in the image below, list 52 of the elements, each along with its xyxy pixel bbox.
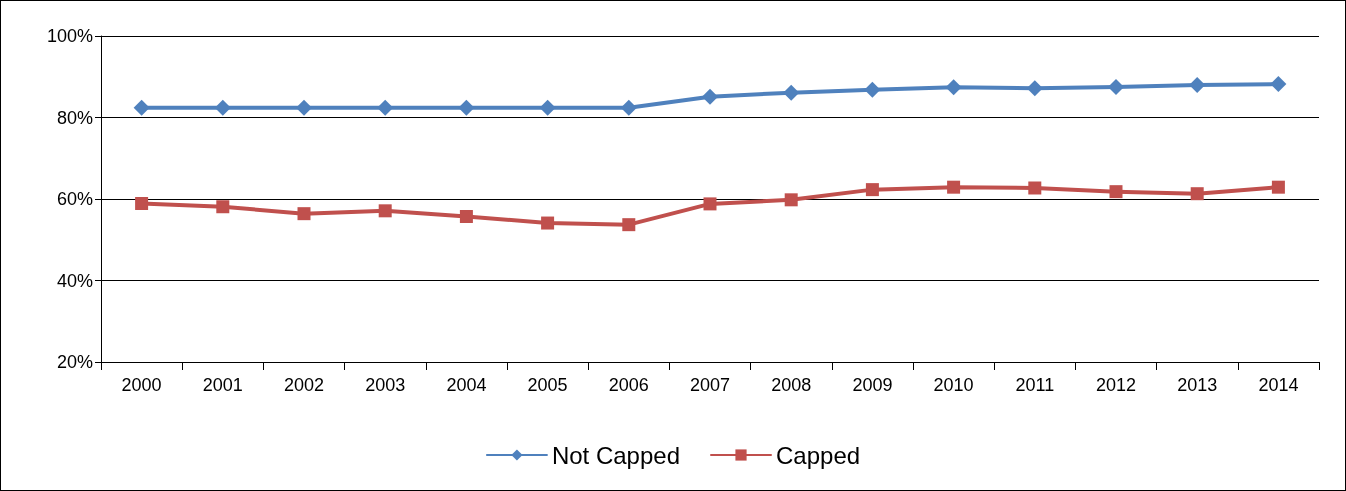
x-tick-label: 2001 (202, 375, 243, 395)
point (541, 216, 555, 230)
x-tick-label: 2009 (852, 375, 893, 395)
x-tick-label: 2006 (608, 375, 649, 395)
point (539, 99, 556, 116)
point (1109, 185, 1123, 199)
x-tick-label: 2004 (446, 375, 487, 395)
x-tick-label: 2012 (1095, 375, 1137, 395)
point (945, 79, 962, 96)
point (703, 197, 717, 211)
legend-label: Capped (776, 441, 861, 469)
point (214, 99, 231, 116)
point (133, 99, 150, 116)
point (865, 183, 879, 197)
x-tick-label: 2007 (689, 375, 731, 395)
point (296, 99, 312, 116)
point (135, 196, 149, 210)
point (1026, 80, 1043, 97)
x-tick-label: 2008 (771, 375, 812, 395)
point (947, 180, 961, 194)
y-tick-label: 80% (56, 107, 93, 128)
point (377, 99, 394, 116)
point (1028, 181, 1042, 195)
point (1189, 76, 1206, 93)
point (784, 193, 798, 207)
point (783, 84, 800, 101)
y-tick-label: 60% (56, 189, 93, 209)
x-tick-label: 2014 (1258, 375, 1299, 395)
y-tick-label: 100% (46, 26, 93, 46)
point (622, 218, 636, 232)
x-tick-label: 2000 (121, 375, 162, 395)
x-tick-label: 2003 (365, 375, 406, 395)
point (1271, 180, 1285, 194)
x-tick-label: 2011 (1015, 375, 1055, 395)
point (1270, 76, 1287, 93)
point (864, 81, 881, 98)
point (378, 204, 392, 218)
point (458, 99, 475, 116)
x-tick-label: 2005 (527, 375, 568, 395)
point (620, 99, 637, 116)
legend-label: Not Capped (551, 441, 681, 469)
point (1108, 78, 1124, 95)
point (1190, 187, 1204, 201)
point (702, 88, 718, 105)
y-tick-label: 20% (56, 352, 93, 372)
point (216, 200, 230, 214)
x-tick-label: 2010 (933, 375, 974, 395)
x-tick-label: 2002 (283, 375, 325, 395)
y-tick-label: 40% (56, 270, 93, 291)
x-tick-label: 2013 (1177, 375, 1218, 395)
point (297, 207, 311, 221)
point (459, 210, 473, 224)
